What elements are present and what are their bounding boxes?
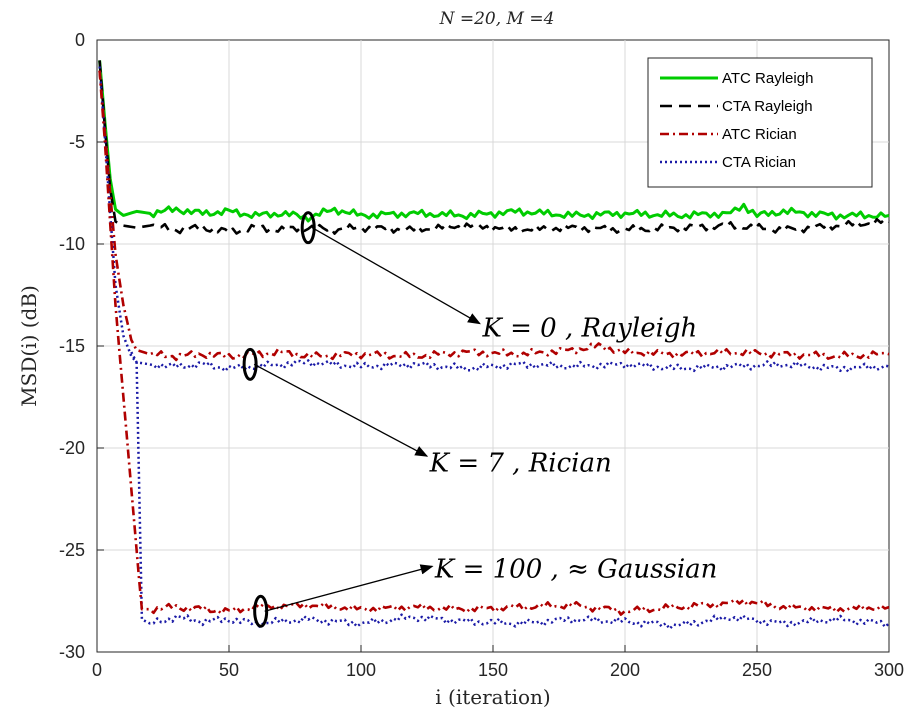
annotation-marker [300, 211, 316, 245]
y-axis: 0 -5 -10 -15 -20 -25 -30 [59, 30, 104, 662]
legend-label: ATC Rayleigh [722, 70, 813, 87]
annotation-marker [242, 347, 258, 381]
y-tick-label: -15 [59, 336, 85, 356]
legend-label: CTA Rician [722, 154, 796, 171]
legend-label: CTA Rayleigh [722, 98, 813, 115]
y-tick-label: -10 [59, 234, 85, 254]
annotations: K = 0 , Rayleigh K = 7 , Rician K = 100 , … [242, 211, 717, 628]
legend-label: ATC Rician [722, 126, 797, 143]
annotation-arrow [264, 564, 434, 612]
y-axis-label: MSD(i) (dB) [17, 285, 41, 407]
series-line-cta-rician [98, 66, 890, 631]
x-tick-label: 150 [478, 660, 508, 680]
annotation-label: K = 100 , ≈ Gaussian [434, 554, 717, 584]
annotation-arrow [311, 227, 481, 325]
x-tick-label: 250 [742, 660, 772, 680]
x-tick-label: 100 [346, 660, 376, 680]
series-line-atc-rayleigh [98, 60, 890, 223]
series-line-extra-1 [98, 70, 890, 616]
annotation-label: K = 0 , Rayleigh [481, 314, 697, 344]
annotation-arrow [253, 363, 429, 457]
series-layer [98, 60, 890, 631]
legend: ATC Rayleigh CTA Rayleigh ATC Rician CTA Ri… [647, 57, 873, 188]
y-tick-label: -25 [59, 540, 85, 560]
y-tick-label: 0 [75, 30, 85, 50]
x-axis-label: i (iteration) [435, 685, 550, 709]
x-tick-label: 0 [92, 660, 102, 680]
y-tick-label: -30 [59, 642, 85, 662]
series-line-cta-rayleigh [98, 60, 890, 235]
x-tick-label: 200 [610, 660, 640, 680]
plot-title: N =20, M =4 [439, 9, 555, 29]
x-tick-label: 300 [874, 660, 904, 680]
series-line-atc-rician [98, 70, 890, 362]
annotation-label: K = 7 , Rician [429, 448, 612, 478]
y-tick-label: -20 [59, 438, 85, 458]
y-tick-label: -5 [69, 132, 85, 152]
x-tick-label: 50 [219, 660, 239, 680]
x-axis: 0 50 100 150 200 250 300 [92, 645, 904, 680]
series-line-extra-0 [130, 351, 890, 373]
